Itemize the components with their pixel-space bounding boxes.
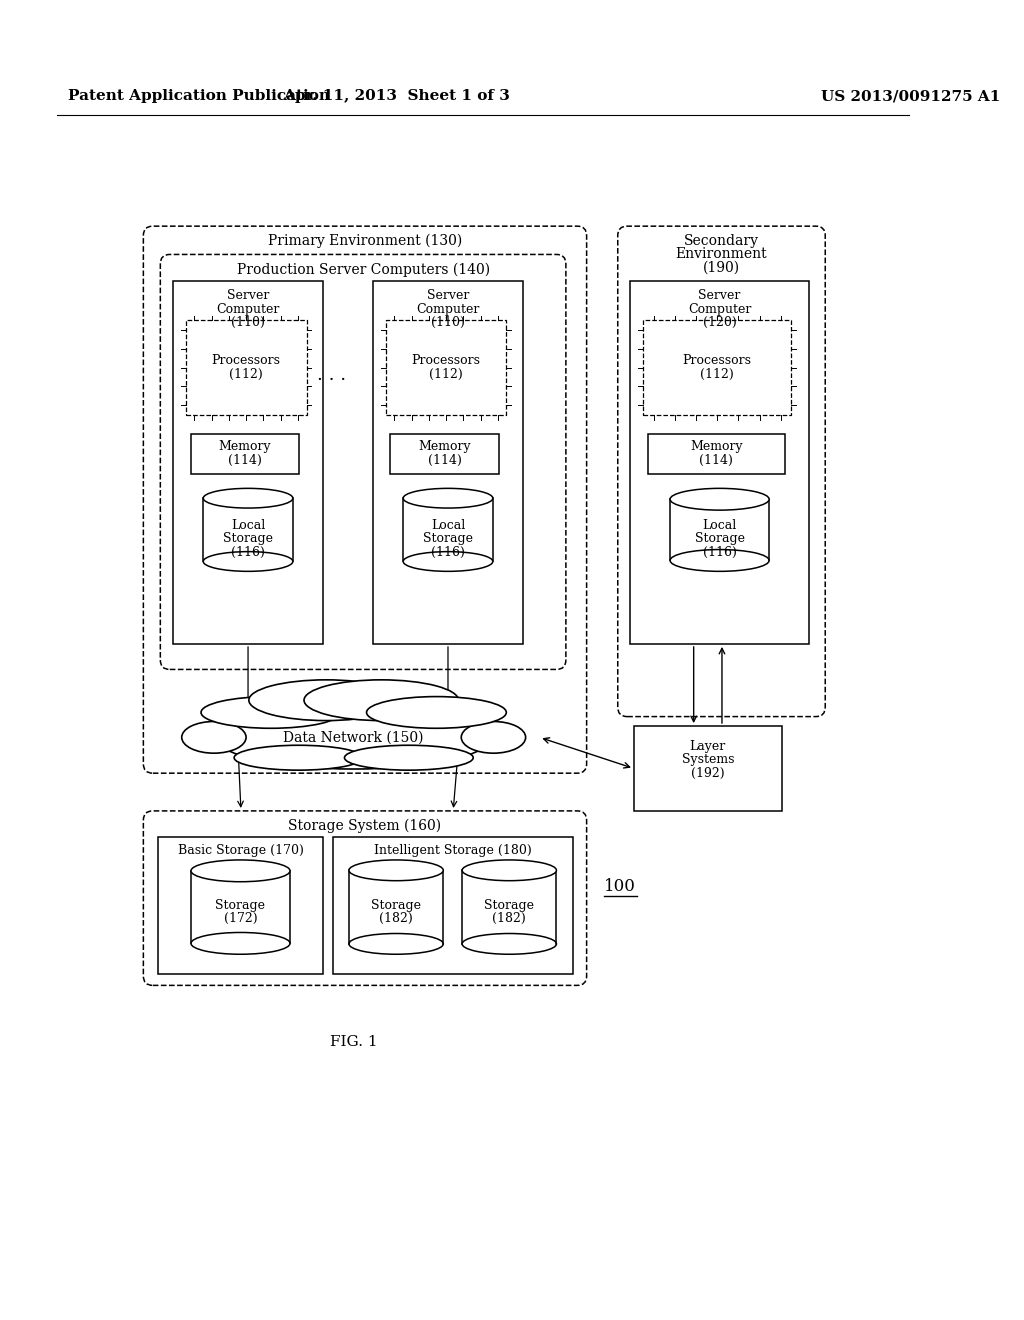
Text: Local: Local [231,519,265,532]
Text: Primary Environment (130): Primary Environment (130) [268,234,462,248]
FancyBboxPatch shape [190,434,299,474]
Ellipse shape [216,706,492,770]
Text: Local: Local [702,519,736,532]
FancyBboxPatch shape [634,726,782,810]
Ellipse shape [349,933,443,954]
Ellipse shape [249,680,403,721]
Ellipse shape [403,488,493,508]
Ellipse shape [191,932,290,954]
Text: Storage: Storage [371,899,421,912]
Text: (120): (120) [702,315,736,329]
Ellipse shape [462,859,556,880]
Bar [386,321,507,414]
Text: Memory: Memory [690,441,742,453]
Text: Storage: Storage [423,532,473,545]
Ellipse shape [304,680,459,721]
FancyBboxPatch shape [630,281,809,644]
Text: (110): (110) [431,315,465,329]
FancyBboxPatch shape [173,281,324,644]
Ellipse shape [203,552,293,572]
Bar [403,498,493,561]
Text: Processors: Processors [683,354,752,367]
Text: (182): (182) [493,912,526,925]
Text: Environment: Environment [676,247,767,261]
Ellipse shape [191,859,290,882]
Text: (112): (112) [700,368,734,380]
Text: Secondary: Secondary [684,234,759,248]
Bar [185,321,306,414]
Text: (116): (116) [231,545,265,558]
Bar [349,870,443,944]
Text: (114): (114) [699,454,733,466]
Ellipse shape [461,722,525,754]
Text: (112): (112) [429,368,463,380]
Ellipse shape [349,859,443,880]
Text: Storage: Storage [215,899,265,912]
Bar [643,321,792,414]
Text: (116): (116) [431,545,465,558]
Text: Apr. 11, 2013  Sheet 1 of 3: Apr. 11, 2013 Sheet 1 of 3 [283,88,510,103]
Text: Intelligent Storage (180): Intelligent Storage (180) [375,843,532,857]
Text: (114): (114) [227,454,262,466]
Text: Storage System (160): Storage System (160) [289,818,441,833]
Text: Memory: Memory [419,441,471,453]
Ellipse shape [670,549,769,572]
Text: Server: Server [227,289,269,302]
Text: Basic Storage (170): Basic Storage (170) [178,843,304,857]
Text: Data Network (150): Data Network (150) [284,730,424,744]
Text: (172): (172) [223,912,257,925]
Text: (116): (116) [702,545,736,558]
Text: (192): (192) [691,767,725,780]
Text: Computer: Computer [417,302,479,315]
Ellipse shape [462,933,556,954]
Text: Storage: Storage [484,899,535,912]
Text: (112): (112) [229,368,263,380]
Text: Computer: Computer [688,302,752,315]
Text: Layer: Layer [690,741,726,754]
Bar [191,871,290,944]
Ellipse shape [670,488,769,510]
FancyBboxPatch shape [373,281,523,644]
Text: Local: Local [431,519,465,532]
Text: Storage: Storage [694,532,744,545]
Ellipse shape [201,697,341,729]
Bar [462,870,556,944]
Text: Processors: Processors [212,354,281,367]
Ellipse shape [367,697,506,729]
FancyBboxPatch shape [390,434,499,474]
Text: Server: Server [698,289,740,302]
Text: Systems: Systems [682,754,734,767]
Text: (182): (182) [379,912,413,925]
Text: FIG. 1: FIG. 1 [330,1035,378,1049]
Ellipse shape [403,552,493,572]
Text: Memory: Memory [218,441,271,453]
Text: . . .: . . . [317,366,346,384]
Ellipse shape [181,722,246,754]
Text: 100: 100 [603,878,636,895]
FancyBboxPatch shape [648,434,784,474]
Text: US 2013/0091275 A1: US 2013/0091275 A1 [820,88,999,103]
Bar [670,499,769,561]
Text: Production Server Computers (140): Production Server Computers (140) [237,263,489,277]
Text: Storage: Storage [223,532,273,545]
Text: Computer: Computer [216,302,280,315]
Text: Processors: Processors [412,354,480,367]
Text: (190): (190) [702,260,740,275]
Text: Server: Server [427,289,469,302]
FancyBboxPatch shape [333,837,573,974]
FancyBboxPatch shape [159,837,324,974]
Ellipse shape [344,746,473,770]
Text: Patent Application Publication: Patent Application Publication [68,88,330,103]
Bar [203,498,293,561]
Ellipse shape [203,488,293,508]
Ellipse shape [234,746,362,770]
Text: (114): (114) [428,454,462,466]
Text: (110): (110) [231,315,265,329]
